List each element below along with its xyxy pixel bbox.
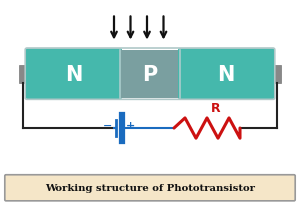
Text: −: − <box>103 120 113 130</box>
Text: P: P <box>142 64 158 84</box>
Bar <box>273 65 281 83</box>
Text: R: R <box>211 101 221 114</box>
Text: N: N <box>65 64 82 84</box>
FancyBboxPatch shape <box>5 175 295 201</box>
Text: +: + <box>126 120 135 130</box>
Text: N: N <box>218 64 235 84</box>
Text: Working structure of Phototransistor: Working structure of Phototransistor <box>45 183 255 192</box>
Bar <box>121 50 179 98</box>
FancyBboxPatch shape <box>26 49 122 100</box>
FancyBboxPatch shape <box>178 49 274 100</box>
Bar <box>19 65 27 83</box>
